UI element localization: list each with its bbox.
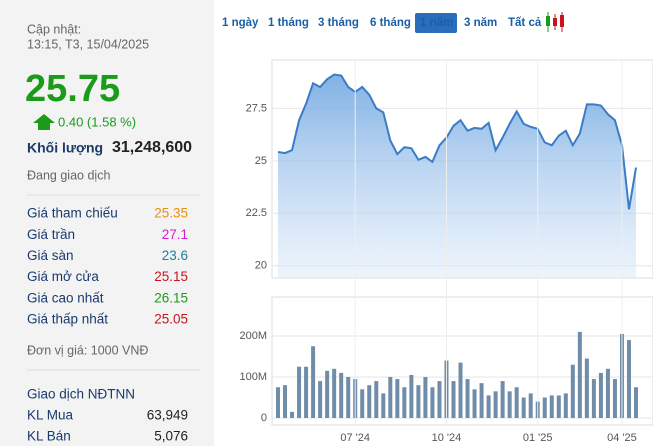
- volume-bar: [634, 387, 638, 418]
- volume-bar: [577, 331, 582, 418]
- tab[interactable]: 3 tháng: [318, 17, 359, 29]
- tab-active-bg: [415, 13, 457, 33]
- tab[interactable]: 3 năm: [464, 17, 497, 29]
- volume-bar: [563, 393, 568, 418]
- y-tick-label: 25: [255, 155, 267, 167]
- volume-bar: [318, 381, 323, 418]
- volume-bar: [423, 377, 428, 418]
- tab[interactable]: 1 tháng: [268, 17, 309, 29]
- volume-bar: [570, 364, 575, 418]
- row-label: Giá trần: [27, 227, 75, 242]
- y-tick-label: 0: [261, 412, 267, 424]
- volume-bar: [402, 387, 407, 418]
- up-arrow: [33, 114, 55, 130]
- volume-bar: [626, 340, 631, 418]
- volume-bar: [458, 362, 463, 418]
- price-line: [277, 73, 637, 210]
- status: Đang giao dịch: [27, 168, 110, 182]
- volume-label: Khối lượng: [27, 140, 103, 156]
- volume-bar: [381, 393, 386, 418]
- volume-bar: [374, 381, 379, 418]
- unit: Đơn vị giá: 1000 VNĐ: [27, 343, 148, 357]
- volume-bar: [598, 372, 603, 418]
- volume-bar: [549, 395, 554, 418]
- volume-bar: [514, 387, 519, 418]
- volume-bar: [605, 368, 610, 418]
- volume-bar: [430, 387, 435, 418]
- volume-bar: [388, 377, 393, 418]
- volume-bar: [283, 385, 288, 418]
- volume-bar: [290, 411, 295, 418]
- volume-bar: [556, 395, 561, 418]
- volume-bar: [493, 391, 498, 418]
- volume-bar: [542, 397, 547, 418]
- volume-bar: [528, 393, 533, 418]
- volume-bar: [346, 377, 351, 418]
- volume-bar: [584, 358, 589, 418]
- volume-bar: [472, 389, 477, 418]
- row-label: Giá mở cửa: [27, 269, 99, 284]
- y-tick-label: 20: [255, 260, 267, 272]
- volume-bar: [479, 383, 484, 418]
- foreign-value: 63,949: [147, 408, 188, 423]
- volume-bar: [416, 385, 421, 418]
- volume-bar: [360, 389, 365, 418]
- x-tick-label: 04 '25: [607, 432, 637, 444]
- x-tick-label: 07 '24: [340, 432, 370, 444]
- left-panel: [0, 0, 214, 446]
- row-value: 27.1: [162, 227, 188, 242]
- volume-bar: [437, 381, 442, 418]
- volume-bar: [500, 381, 505, 418]
- volume-bar: [339, 372, 344, 418]
- x-tick-label: 01 '25: [523, 432, 553, 444]
- volume-bar: [297, 366, 302, 418]
- volume-bar: [304, 366, 309, 418]
- y-tick-label: 100M: [239, 371, 267, 383]
- volume-frame: [271, 296, 653, 426]
- y-tick-label: 200M: [239, 330, 267, 342]
- tab[interactable]: 1 ngày: [222, 17, 259, 29]
- price: 25.75: [25, 68, 120, 110]
- row-label: Giá sàn: [27, 248, 74, 263]
- candle-icon[interactable]: [546, 12, 564, 32]
- volume-bar: [521, 397, 526, 418]
- row-label: Giá thấp nhất: [27, 312, 108, 327]
- foreign-value: 5,076: [154, 429, 188, 444]
- update-label: Cập nhật:: [27, 22, 81, 36]
- area-fill: [278, 74, 636, 278]
- volume-bar: [465, 379, 470, 418]
- volume-bar: [325, 370, 330, 418]
- volume-bar: [451, 381, 456, 418]
- volume-bar: [612, 379, 617, 418]
- volume-bar: [367, 385, 372, 418]
- foreign-label: KL Mua: [27, 408, 74, 423]
- y-tick-label: 22.5: [246, 207, 267, 219]
- row-value: 26.15: [154, 290, 188, 305]
- row-value: 25.35: [154, 206, 188, 221]
- foreign-label: KL Bán: [27, 429, 71, 444]
- volume: 31,248,600: [112, 139, 192, 156]
- row-value: 23.6: [162, 248, 188, 263]
- x-tick-label: 10 '24: [432, 432, 462, 444]
- row-value: 25.15: [154, 269, 188, 284]
- volume-bar: [486, 395, 491, 418]
- volume-bar: [311, 346, 316, 418]
- volume-bar: [591, 379, 596, 418]
- update-time: 13:15, T3, 15/04/2025: [27, 37, 149, 51]
- foreign-title: Giao dịch NĐTNN: [27, 387, 135, 402]
- row-value: 25.05: [154, 312, 188, 327]
- volume-bar: [332, 368, 337, 418]
- y-tick-label: 27.5: [246, 102, 267, 114]
- volume-bar: [409, 374, 414, 418]
- tab[interactable]: 6 tháng: [370, 17, 411, 29]
- row-label: Giá tham chiếu: [27, 206, 118, 221]
- volume-bar: [507, 391, 512, 418]
- change: 0.40 (1.58 %): [58, 114, 136, 129]
- tab[interactable]: Tất cả: [508, 17, 542, 29]
- volume-bar: [395, 379, 400, 418]
- volume-bar: [276, 387, 280, 418]
- row-label: Giá cao nhất: [27, 290, 104, 305]
- tab[interactable]: 1 năm: [420, 17, 453, 29]
